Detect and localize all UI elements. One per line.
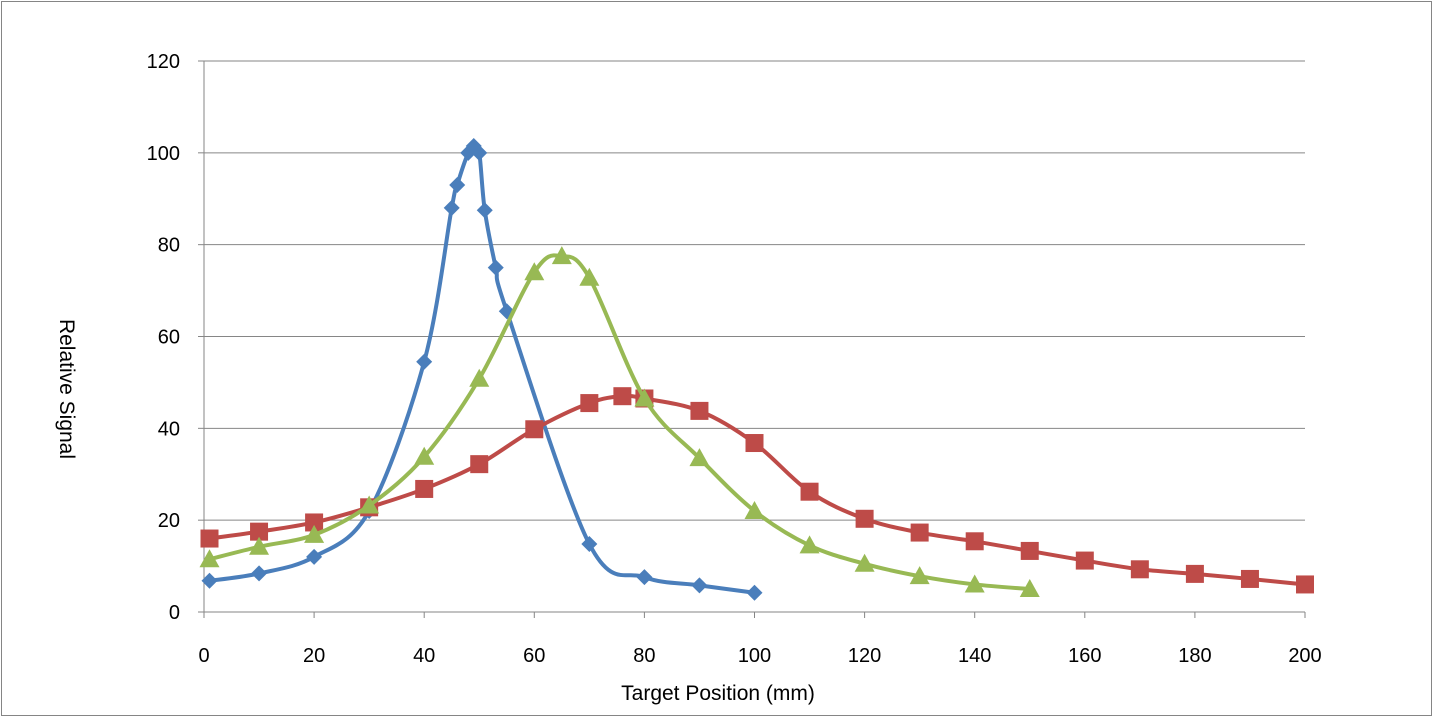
data-point-triangle	[854, 553, 875, 572]
x-tick-label: 20	[303, 645, 325, 667]
data-point-square	[305, 513, 324, 532]
data-point-triangle	[909, 566, 930, 585]
data-point-square	[965, 532, 984, 551]
data-point-triangle	[1019, 579, 1040, 598]
data-point-square	[690, 401, 709, 420]
y-tick-label: 60	[158, 327, 180, 349]
y-tick-label: 40	[158, 418, 180, 440]
x-tick-label: 40	[413, 645, 435, 667]
data-point-diamond	[746, 584, 763, 601]
data-point-triangle	[964, 574, 985, 593]
data-point-diamond	[306, 548, 323, 565]
data-point-triangle	[469, 368, 490, 387]
data-point-square	[525, 420, 544, 439]
series-diamond	[201, 137, 763, 601]
y-tick-label: 0	[169, 602, 180, 624]
series-triangle	[199, 246, 1040, 598]
y-tick-label: 20	[158, 510, 180, 532]
data-point-square	[580, 394, 599, 413]
data-point-triangle	[689, 448, 710, 467]
data-point-triangle	[199, 549, 220, 568]
data-point-square	[1075, 551, 1094, 570]
data-point-triangle	[304, 524, 325, 543]
data-point-triangle	[551, 246, 572, 265]
x-axis-title: Target Position (mm)	[621, 682, 815, 705]
data-point-square	[1020, 541, 1039, 560]
data-point-diamond	[636, 569, 653, 586]
x-tick-label: 100	[738, 645, 771, 667]
y-tick-label: 120	[147, 51, 180, 73]
data-point-triangle	[579, 267, 600, 286]
data-point-square	[800, 482, 819, 501]
data-point-square	[910, 523, 929, 542]
data-point-diamond	[691, 577, 708, 594]
data-point-triangle	[744, 500, 765, 519]
data-point-triangle	[634, 388, 655, 407]
data-point-diamond	[416, 353, 433, 370]
data-point-square	[250, 522, 269, 541]
data-point-square	[415, 479, 434, 498]
data-point-triangle	[524, 262, 545, 281]
data-point-square	[855, 509, 874, 528]
data-point-square	[745, 434, 764, 453]
grid-layer	[204, 60, 1305, 521]
data-point-square	[1130, 560, 1149, 579]
data-point-diamond	[581, 536, 598, 553]
data-point-diamond	[471, 144, 488, 161]
data-point-diamond	[449, 176, 466, 193]
data-point-triangle	[359, 495, 380, 514]
data-point-diamond	[487, 259, 504, 276]
data-point-triangle	[414, 446, 435, 465]
x-tick-label: 140	[958, 645, 991, 667]
data-point-diamond	[251, 565, 268, 582]
x-tick-label: 60	[523, 645, 545, 667]
data-point-square	[470, 455, 489, 474]
x-tick-label: 180	[1178, 645, 1211, 667]
series-square	[200, 387, 1314, 594]
data-point-square	[1296, 575, 1314, 594]
series-line-triangle	[207, 253, 1032, 592]
x-tick-label: 80	[633, 645, 655, 667]
y-tick-label: 80	[158, 235, 180, 257]
data-point-square	[1185, 564, 1204, 583]
label-layer: Target Position (mm) Relative Signal	[55, 319, 815, 705]
series-line-square	[207, 393, 1307, 587]
data-point-square	[613, 387, 632, 406]
data-point-diamond	[443, 199, 460, 216]
y-axis-title: Relative Signal	[55, 319, 78, 459]
x-tick-label: 160	[1068, 645, 1101, 667]
data-point-square	[1240, 569, 1259, 588]
data-point-diamond	[476, 202, 493, 219]
x-tick-label: 0	[198, 645, 209, 667]
data-point-square	[200, 529, 219, 548]
data-point-diamond	[201, 572, 218, 589]
x-tick-label: 200	[1288, 645, 1321, 667]
series-layer	[199, 137, 1314, 601]
x-tick-label: 120	[848, 645, 881, 667]
data-point-triangle	[249, 536, 270, 555]
data-point-triangle	[799, 535, 820, 554]
data-point-diamond	[498, 303, 515, 320]
axis-layer: 0 20 40 60 80 100 120 0 20 40 60 80 100 120 140 160 180 2…	[147, 51, 1322, 667]
y-tick-label: 100	[147, 143, 180, 165]
